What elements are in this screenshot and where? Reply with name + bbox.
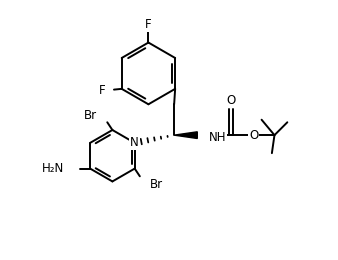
Text: O: O <box>226 94 235 107</box>
Text: H₂N: H₂N <box>42 162 65 175</box>
Text: O: O <box>249 129 259 142</box>
Text: NH: NH <box>209 131 226 144</box>
Text: N: N <box>130 136 139 149</box>
Text: F: F <box>145 18 152 31</box>
Text: F: F <box>99 84 106 97</box>
Polygon shape <box>174 132 197 139</box>
Text: Br: Br <box>150 178 163 191</box>
Text: Br: Br <box>84 109 97 122</box>
